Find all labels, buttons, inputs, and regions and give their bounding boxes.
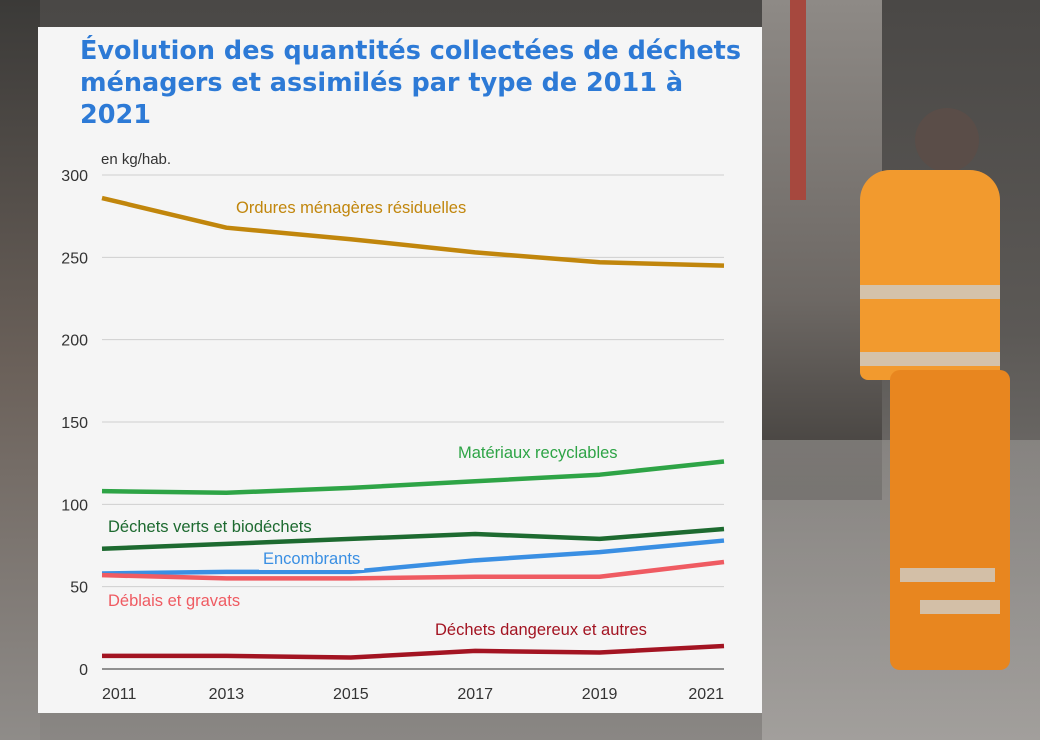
x-tick-label: 2017 [457, 686, 493, 703]
series-label-background [104, 516, 316, 538]
series-label-background [259, 548, 365, 570]
series-label: Déchets verts et biodéchets [108, 518, 312, 536]
x-tick-label: 2015 [333, 686, 369, 703]
y-tick-label: 200 [61, 333, 88, 350]
series-label-group: Déchets verts et biodéchets [104, 516, 316, 538]
x-tick-label: 2013 [209, 686, 245, 703]
series-line [102, 643, 725, 660]
y-tick-label: 250 [61, 250, 88, 267]
background-truck-light [790, 0, 806, 200]
series-label-background [104, 590, 245, 612]
series-line [101, 526, 725, 552]
series-label: Déblais et gravats [108, 592, 240, 610]
series-label: Matériaux recyclables [458, 444, 618, 462]
background-trouser-stripe [920, 600, 1000, 614]
x-tick-label: 2021 [688, 686, 724, 703]
series-line [101, 195, 725, 268]
series-line [101, 559, 725, 581]
series-line [101, 538, 725, 576]
series-label-background [454, 442, 622, 464]
series-label: Encombrants [263, 550, 360, 568]
y-tick-label: 50 [70, 580, 88, 597]
series-label-background [431, 619, 651, 641]
background-left-wall [0, 0, 40, 740]
series-label-group: Déblais et gravats [104, 590, 245, 612]
series-label-background [232, 197, 471, 219]
series-label: Déchets dangereux et autres [435, 621, 647, 639]
series-label-group: Déchets dangereux et autres [431, 619, 651, 641]
x-tick-label: 2019 [582, 686, 618, 703]
series-label-group: Ordures ménagères résiduelles [232, 197, 471, 219]
background-trouser-stripe [900, 568, 995, 582]
series-line [101, 459, 725, 496]
background-worker-trousers [890, 370, 1010, 670]
series-label-group: Encombrants [259, 548, 365, 570]
garbage-collector-photo-icon [915, 108, 979, 172]
background-worker-jacket [860, 170, 1000, 380]
background-jacket-stripe [860, 352, 1000, 366]
y-tick-label: 150 [61, 415, 88, 432]
x-tick-label: 2011 [102, 686, 137, 703]
y-tick-label: 300 [61, 168, 88, 185]
y-tick-label: 0 [79, 662, 88, 679]
series-label: Ordures ménagères résiduelles [236, 199, 466, 217]
chart-title: Évolution des quantités collectées de dé… [80, 36, 742, 130]
chart-panel: Évolution des quantités collectées de dé… [38, 27, 762, 713]
line-chart: 0 50 100 150 200 250 300 2011 2013 2015 2017 2019 2… [61, 151, 725, 703]
y-tick-label: 100 [61, 497, 88, 514]
background-jacket-stripe [860, 285, 1000, 299]
series-label-group: Matériaux recyclables [454, 442, 622, 464]
y-axis-unit-label: en kg/hab. [101, 151, 171, 168]
